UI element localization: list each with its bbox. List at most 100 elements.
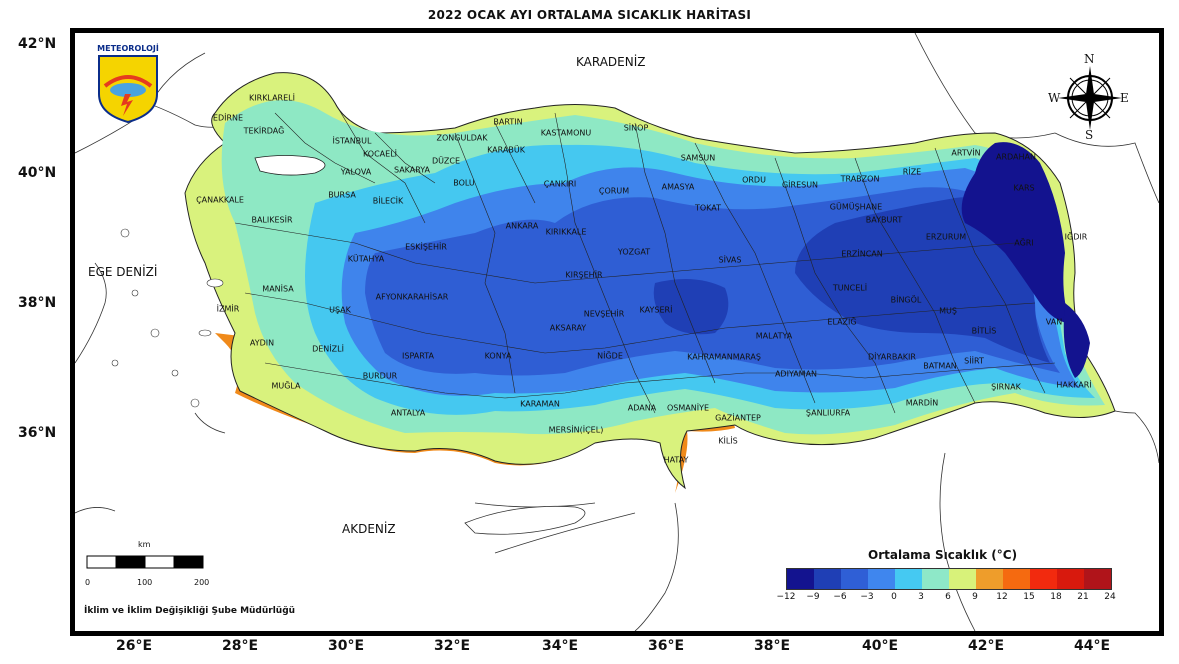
lat-label-38: 38°N xyxy=(18,295,57,311)
province-label: AYDIN xyxy=(249,338,275,348)
province-label: KARS xyxy=(1013,183,1035,193)
legend-tick-1: −9 xyxy=(806,592,820,602)
aegean-islands xyxy=(111,228,224,408)
legend-tick-7: 9 xyxy=(972,592,978,602)
legend-tick-3: −3 xyxy=(860,592,874,602)
province-label: BURDUR xyxy=(362,371,398,381)
province-label: ADIYAMAN xyxy=(774,369,818,379)
province-label: SİVAS xyxy=(718,255,742,265)
legend-swatch-4 xyxy=(895,569,922,589)
province-label: İSTANBUL xyxy=(332,136,372,146)
sea-label-karadeniz: KARADENİZ xyxy=(576,55,646,69)
province-label: GÜMÜŞHANE xyxy=(829,202,883,212)
province-label: VAN xyxy=(1045,317,1063,327)
lon-label-44: 44°E xyxy=(1073,638,1111,654)
province-label: GİRESUN xyxy=(781,180,819,190)
map-title: 2022 OCAK AYI ORTALAMA SICAKLIK HARİTASI xyxy=(427,8,752,22)
legend-swatch-2 xyxy=(841,569,868,589)
province-label: DENİZLİ xyxy=(312,344,344,354)
lon-label-34: 34°E xyxy=(541,638,579,654)
compass-e: E xyxy=(1120,91,1129,105)
compass-w: W xyxy=(1048,91,1061,105)
legend-title: Ortalama Sıcaklık (°C) xyxy=(868,548,1018,562)
province-label: ESKİŞEHİR xyxy=(405,242,447,252)
province-label: KARABÜK xyxy=(487,145,525,155)
province-label: ERZİNCAN xyxy=(841,249,883,259)
province-label: DİYARBAKIR xyxy=(868,352,916,362)
marmara-sea xyxy=(254,155,326,176)
temperature-fill xyxy=(184,72,1116,493)
province-label: BİLECİK xyxy=(372,196,404,206)
sea-label-ege: EGE DENİZİ xyxy=(88,265,158,279)
legend-tick-0: −12 xyxy=(776,592,796,602)
province-label: BİNGÖL xyxy=(890,295,922,305)
legend-tick-12: 24 xyxy=(1104,592,1116,602)
province-label: AFYONKARAHİSAR xyxy=(375,292,449,302)
scale-tick-200: 200 xyxy=(194,578,210,587)
legend-swatch-3 xyxy=(868,569,895,589)
province-label: ANKARA xyxy=(505,221,539,231)
legend-tick-8: 12 xyxy=(996,592,1008,602)
lon-label-38: 38°E xyxy=(753,638,791,654)
province-label: KAHRAMANMARAŞ xyxy=(687,352,761,362)
legend-tick-6: 6 xyxy=(945,592,951,602)
legend-swatch-0 xyxy=(787,569,814,589)
lat-label-40: 40°N xyxy=(18,165,57,181)
province-label: KASTAMONU xyxy=(540,128,592,138)
province-label: ŞANLIURFA xyxy=(805,408,851,418)
province-label: TRABZON xyxy=(840,174,880,184)
legend-tick-2: −6 xyxy=(833,592,847,602)
province-label: AMASYA xyxy=(661,182,695,192)
province-label: HAKKARİ xyxy=(1056,380,1092,390)
legend-swatch-8 xyxy=(1003,569,1030,589)
lon-label-30: 30°E xyxy=(327,638,365,654)
province-label: SAKARYA xyxy=(393,165,431,175)
province-label: AĞRI xyxy=(1014,238,1034,248)
province-label: MALATYA xyxy=(755,331,793,341)
legend-tick-5: 3 xyxy=(918,592,924,602)
province-label: KIRIKKALE xyxy=(545,227,587,237)
province-label: ELAZIĞ xyxy=(827,317,857,327)
legend-swatch-6 xyxy=(949,569,976,589)
legend-tick-9: 15 xyxy=(1023,592,1035,602)
province-label: ERZURUM xyxy=(925,232,967,242)
province-label: ISPARTA xyxy=(402,351,434,361)
province-label: YOZGAT xyxy=(617,247,651,257)
province-label: ANTALYA xyxy=(390,408,426,418)
province-label: İZMİR xyxy=(216,304,240,314)
province-label: IĞDIR xyxy=(1064,232,1088,242)
map-frame xyxy=(70,28,1164,636)
province-label: EDİRNE xyxy=(212,113,244,123)
lon-label-28: 28°E xyxy=(221,638,259,654)
legend-swatch-9 xyxy=(1030,569,1057,589)
province-label: SAMSUN xyxy=(680,153,716,163)
province-label: BİTLİS xyxy=(971,326,997,336)
province-label: KONYA xyxy=(484,351,512,361)
province-label: KÜTAHYA xyxy=(347,254,385,264)
province-label: GAZİANTEP xyxy=(715,413,761,423)
province-label: KIRKLARELİ xyxy=(249,93,295,103)
province-label: ÇORUM xyxy=(598,186,630,196)
province-label: KIRŞEHİR xyxy=(565,270,603,280)
province-label: ARTVİN xyxy=(951,148,981,158)
province-label: YALOVA xyxy=(340,167,372,177)
province-label: ADANA xyxy=(627,403,657,413)
province-label: ARDAHAN xyxy=(996,152,1036,162)
province-label: BATMAN xyxy=(923,361,957,371)
province-label: KİLİS xyxy=(718,436,738,446)
province-label: TOKAT xyxy=(694,203,722,213)
lat-label-36: 36°N xyxy=(18,425,57,441)
province-label: ŞIRNAK xyxy=(991,382,1021,392)
compass-rose-icon xyxy=(1058,66,1122,130)
province-label: TEKİRDAĞ xyxy=(243,126,285,136)
compass-n: N xyxy=(1084,52,1095,66)
province-label: UŞAK xyxy=(329,305,351,315)
province-label: DÜZCE xyxy=(432,156,460,166)
province-label: NEVŞEHİR xyxy=(583,309,625,319)
province-label: HATAY xyxy=(663,455,689,465)
province-label: ZONGULDAK xyxy=(436,133,488,143)
credit-text: İklim ve İklim Değişikliği Şube Müdürlüğ… xyxy=(84,606,296,616)
province-label: KARAMAN xyxy=(520,399,560,409)
province-label: NİĞDE xyxy=(597,351,623,361)
province-label: BURSA xyxy=(328,190,356,200)
